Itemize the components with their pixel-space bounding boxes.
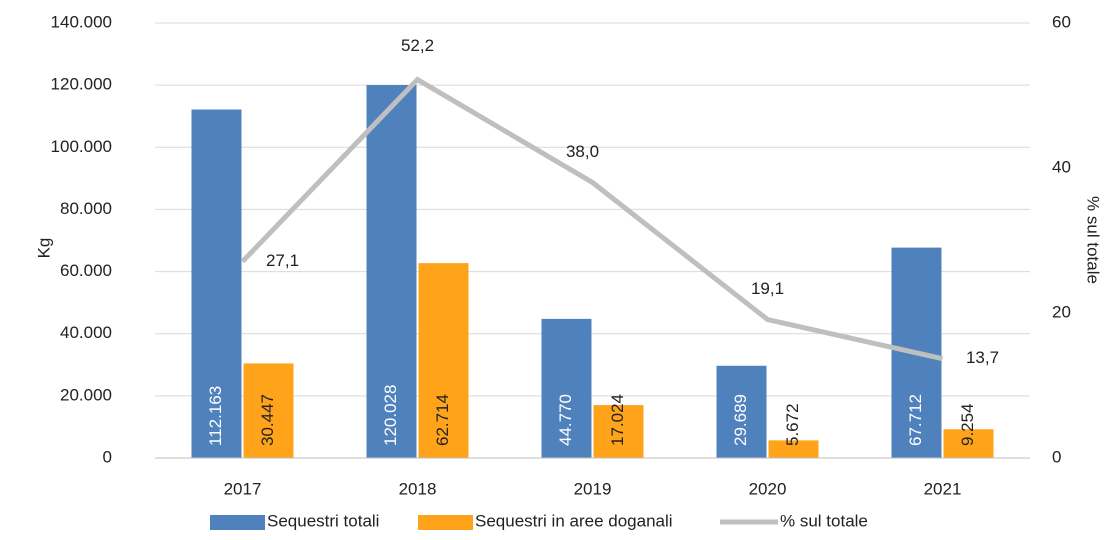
bar-value-label: 62.714 bbox=[433, 394, 452, 446]
line-value-label: 38,0 bbox=[566, 142, 599, 161]
x-tick-label: 2017 bbox=[224, 479, 262, 498]
bar-value-label: 5.672 bbox=[783, 403, 802, 446]
bar-value-label: 30.447 bbox=[258, 394, 277, 446]
line-series bbox=[240, 76, 944, 362]
bar bbox=[541, 318, 592, 458]
y-tick-label: 80.000 bbox=[60, 199, 112, 218]
y2-tick-label: 60 bbox=[1052, 12, 1071, 31]
bar-value-label: 67.712 bbox=[906, 394, 925, 446]
bar bbox=[418, 263, 469, 458]
legend-label: Sequestri totali bbox=[267, 511, 379, 530]
y-tick-label: 0 bbox=[103, 447, 112, 466]
y2-tick-label: 0 bbox=[1052, 447, 1061, 466]
y2-tick-label: 20 bbox=[1052, 302, 1071, 321]
y2-axis-label: % sul totale bbox=[1084, 196, 1103, 284]
bar-value-label: 120.028 bbox=[381, 385, 400, 446]
x-tick-label: 2020 bbox=[749, 479, 787, 498]
x-tick-label: 2021 bbox=[924, 479, 962, 498]
x-tick-label: 2019 bbox=[574, 479, 612, 498]
bar bbox=[716, 365, 767, 458]
bar-value-label: 29.689 bbox=[731, 394, 750, 446]
bar bbox=[366, 85, 417, 459]
legend-swatch bbox=[210, 515, 265, 530]
bar-value-label: 9.254 bbox=[958, 403, 977, 446]
y-axis-label: Kg bbox=[34, 238, 53, 259]
bar bbox=[943, 429, 994, 458]
legend-label: Sequestri in aree doganali bbox=[475, 511, 673, 530]
y-tick-label: 60.000 bbox=[60, 261, 112, 280]
line-value-label: 27,1 bbox=[266, 251, 299, 270]
bar-value-label: 44.770 bbox=[556, 394, 575, 446]
bar bbox=[593, 405, 644, 458]
bar bbox=[191, 109, 242, 459]
y-tick-label: 20.000 bbox=[60, 385, 112, 404]
y-tick-label: 40.000 bbox=[60, 323, 112, 342]
y-tick-label: 100.000 bbox=[51, 137, 112, 156]
legend-swatch bbox=[418, 515, 473, 530]
y2-tick-label: 40 bbox=[1052, 157, 1071, 176]
x-tick-label: 2018 bbox=[399, 479, 437, 498]
legend-label: % sul totale bbox=[780, 511, 868, 530]
y-tick-label: 120.000 bbox=[51, 75, 112, 94]
line-value-label: 13,7 bbox=[966, 348, 999, 367]
bar-value-label: 17.024 bbox=[608, 394, 627, 446]
y-tick-label: 140.000 bbox=[51, 12, 112, 31]
bar bbox=[243, 363, 294, 458]
line-value-label: 19,1 bbox=[751, 279, 784, 298]
bar-value-label: 112.163 bbox=[206, 386, 225, 446]
bar bbox=[768, 440, 819, 458]
line-value-label: 52,2 bbox=[401, 36, 434, 55]
